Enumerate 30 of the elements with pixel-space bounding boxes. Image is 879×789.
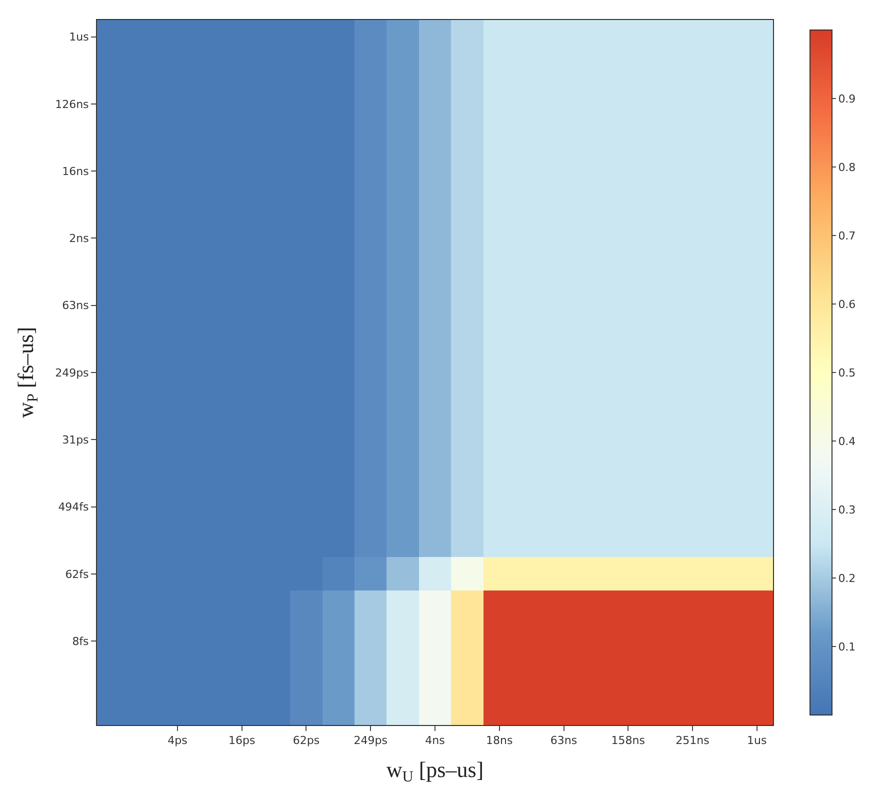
x-tick-label: 4ps [168, 734, 188, 748]
y-tick-label: 494fs [58, 500, 90, 514]
color-bar-label: 0.8 [838, 160, 856, 174]
color-bar-label: 0.4 [838, 434, 856, 448]
color-bar-label: 0.2 [838, 572, 856, 585]
y-tick-label: 8fs [72, 634, 90, 648]
color-bar-label: 0.6 [838, 298, 856, 311]
y-tick-label: 2ns [69, 232, 90, 246]
y-tick-label: 126ns [55, 98, 90, 111]
x-tick-label: 18ns [486, 734, 513, 748]
y-tick-label: 249ps [55, 366, 90, 380]
x-tick-label: 16ps [228, 734, 256, 748]
y-tick-label: 63ns [62, 299, 90, 312]
x-tick-label: 4ns [425, 734, 446, 748]
x-tick-label: 158ns [611, 734, 646, 748]
y-tick-label: 31ps [62, 433, 90, 446]
color-bar-label: 0.7 [838, 229, 856, 242]
color-bar-label: 0.1 [838, 640, 856, 654]
y-tick-label: 62fs [65, 568, 90, 581]
x-axis-title: w$_{U}$ [ps–us] [386, 757, 484, 786]
x-tick-label: 1us [747, 734, 768, 748]
y-tick-label: 1us [69, 30, 90, 44]
color-bar-label: 0.9 [838, 92, 856, 106]
color-bar-label: 0.5 [838, 366, 856, 380]
x-tick-label: 62ps [292, 734, 320, 748]
x-tick-label: 63ns [550, 734, 578, 748]
color-bar-label: 0.3 [838, 503, 856, 516]
x-tick-label: 251ns [676, 734, 710, 748]
y-tick-label: 16ns [62, 164, 90, 178]
x-tick-label: 249ps [354, 734, 388, 748]
